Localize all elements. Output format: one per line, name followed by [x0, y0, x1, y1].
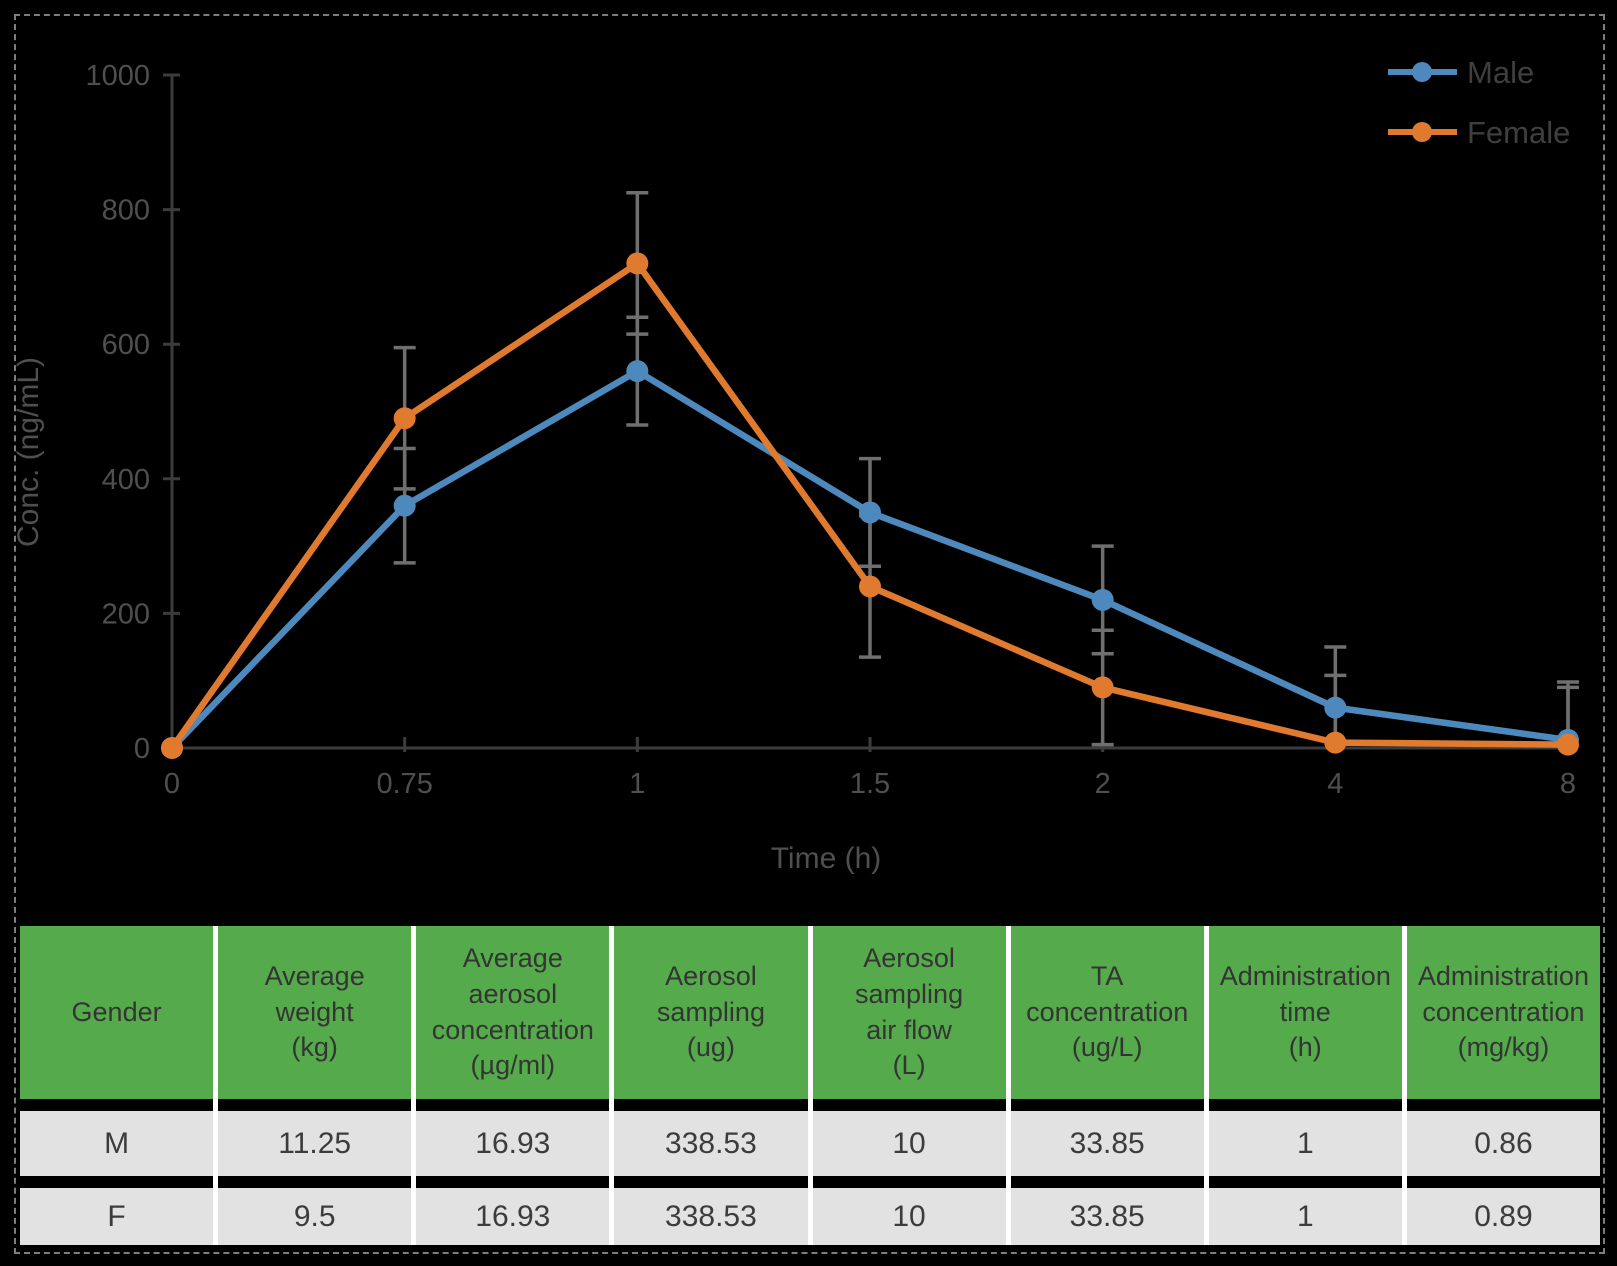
- y-axis-tick-label: 400: [102, 464, 150, 496]
- data-point-marker: [626, 252, 649, 275]
- data-point-marker: [1091, 676, 1114, 699]
- table-cell: 11.25: [218, 1099, 412, 1176]
- x-axis-tick-label: 0.75: [376, 768, 432, 800]
- table-header-cell: Gender: [20, 926, 214, 1099]
- data-point-marker: [859, 575, 881, 598]
- table-cell: 338.53: [614, 1099, 808, 1176]
- table-header-cell: Administration concentration (mg/kg): [1406, 926, 1600, 1099]
- legend-label: Female: [1467, 115, 1570, 150]
- y-axis-tick-label: 1000: [85, 60, 150, 92]
- data-point-marker: [393, 407, 416, 430]
- table-cell: 9.5: [218, 1176, 412, 1245]
- table-cell: 16.93: [416, 1176, 610, 1245]
- data-point-marker: [1557, 733, 1579, 756]
- x-axis-tick-label: 4: [1327, 768, 1343, 800]
- table-header-cell: Administration time (h): [1208, 926, 1402, 1099]
- pk-concentration-line-chart: 0 200 400 600 800 1000 0 0.75 1 1.5 2 4 8 Time (h) Con…: [12, 55, 1579, 875]
- table-cell: 10: [812, 1099, 1006, 1176]
- table-header-cell: Aerosol sampling air flow (L): [812, 926, 1006, 1099]
- table-cell: 0.89: [1406, 1176, 1600, 1245]
- table-header-cell: Aerosol sampling (ug): [614, 926, 808, 1099]
- series-male: [161, 360, 1579, 759]
- data-point-marker: [626, 360, 649, 383]
- study-parameters-table: Gender Average weight (kg) Average aeros…: [20, 926, 1600, 1245]
- table-cell: 1: [1208, 1176, 1402, 1245]
- data-point-marker: [859, 501, 881, 524]
- y-axis-tick-label: 600: [102, 329, 150, 361]
- x-axis-tick-label: 0: [164, 768, 180, 800]
- table-header-cell: Average aerosol concentration (µg/ml): [416, 926, 610, 1099]
- data-point-marker: [1324, 731, 1347, 754]
- x-axis-tick-label: 1.5: [850, 768, 890, 800]
- table-cell: 10: [812, 1176, 1006, 1245]
- data-point-marker: [1324, 696, 1347, 719]
- y-axis-tick-label: 0: [134, 733, 150, 765]
- table-cell: F: [20, 1176, 214, 1245]
- table-header-cell: TA concentration (ug/L): [1010, 926, 1204, 1099]
- table-cell: 338.53: [614, 1176, 808, 1245]
- y-axis-tick-label: 800: [102, 195, 150, 227]
- table-header-cell: Average weight (kg): [218, 926, 412, 1099]
- table-cell: M: [20, 1099, 214, 1176]
- axes: 0 200 400 600 800 1000 0 0.75 1 1.5 2 4 8 Time (h) Con…: [12, 60, 1576, 875]
- legend-marker-dot: [1412, 122, 1432, 142]
- data-point-marker: [393, 494, 416, 517]
- table-cell: 1: [1208, 1099, 1402, 1176]
- series-female: [161, 252, 1579, 759]
- data-point-marker: [161, 737, 183, 759]
- table-cell: 33.85: [1010, 1099, 1204, 1176]
- data-point-marker: [1091, 588, 1114, 611]
- y-axis-title: Conc. (ng/mL): [12, 357, 45, 547]
- x-axis-tick-label: 1: [629, 768, 645, 800]
- table-cell: 33.85: [1010, 1176, 1204, 1245]
- y-axis-tick-label: 200: [102, 598, 150, 630]
- legend: Male Female: [1388, 55, 1570, 150]
- error-bars: [393, 191, 1579, 748]
- x-axis-title: Time (h): [771, 842, 882, 875]
- table-cell: 0.86: [1406, 1099, 1600, 1176]
- x-axis-tick-label: 8: [1560, 768, 1576, 800]
- legend-marker-dot: [1412, 62, 1432, 82]
- legend-label: Male: [1467, 55, 1534, 90]
- table-cell: 16.93: [416, 1099, 610, 1176]
- x-axis-tick-label: 2: [1095, 768, 1111, 800]
